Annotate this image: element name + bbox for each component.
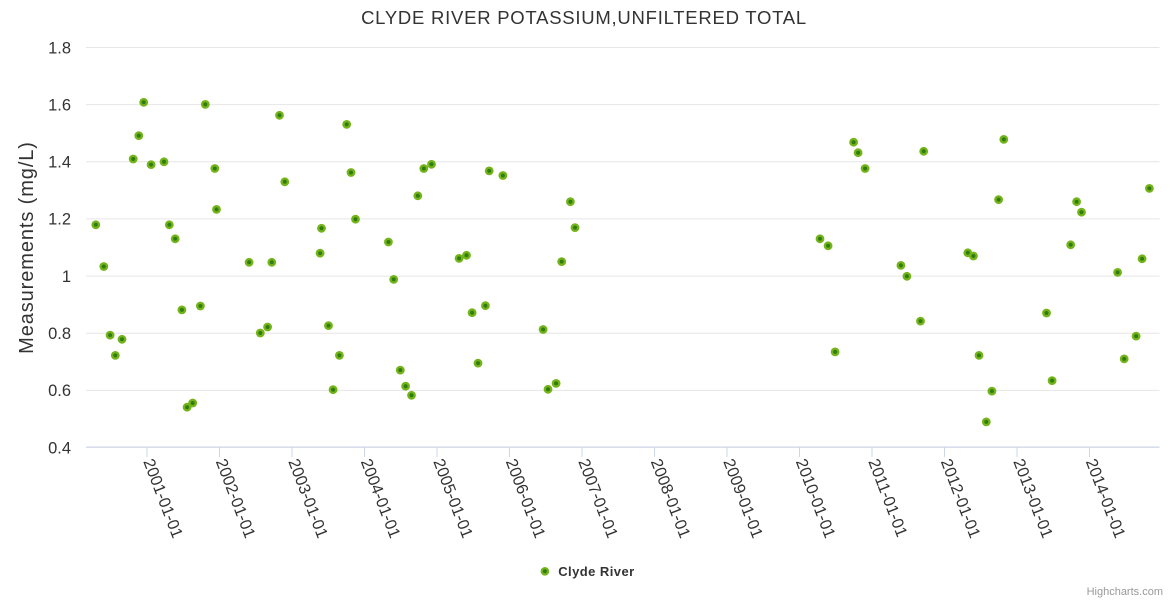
svg-text:1.4: 1.4 [48, 154, 71, 172]
svg-text:CLYDE RIVER POTASSIUM,UNFILTER: CLYDE RIVER POTASSIUM,UNFILTERED TOTAL [361, 7, 807, 28]
svg-text:Clyde River: Clyde River [558, 564, 634, 579]
svg-text:0.4: 0.4 [48, 439, 71, 457]
svg-text:0.8: 0.8 [48, 325, 71, 343]
svg-text:Highcharts.com: Highcharts.com [1087, 586, 1163, 598]
svg-text:Measurements (mg/L): Measurements (mg/L) [16, 141, 38, 354]
svg-text:0.6: 0.6 [48, 382, 71, 400]
svg-text:1.6: 1.6 [48, 96, 71, 114]
svg-text:1.2: 1.2 [48, 211, 71, 229]
svg-text:1: 1 [62, 268, 71, 286]
svg-text:1.8: 1.8 [48, 39, 71, 57]
